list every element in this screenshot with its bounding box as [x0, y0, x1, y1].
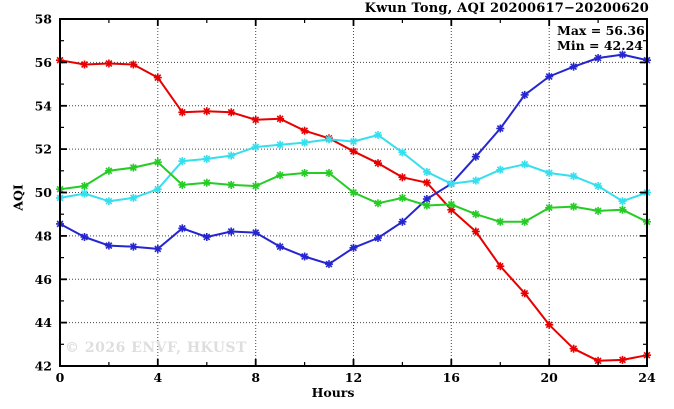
max-min-annotation: Max = 56.36 Min = 42.24	[557, 23, 645, 53]
svg-text:52: 52	[35, 142, 52, 157]
watermark: © 2026 ENVF, HKUST	[65, 340, 247, 356]
x-axis-title: Hours	[311, 385, 355, 400]
svg-text:48: 48	[35, 228, 53, 243]
svg-text:8: 8	[251, 370, 260, 385]
svg-text:24: 24	[638, 370, 656, 385]
svg-text:50: 50	[35, 185, 53, 200]
svg-text:16: 16	[443, 370, 461, 385]
svg-text:56: 56	[35, 55, 53, 70]
svg-text:58: 58	[35, 12, 53, 27]
min-value-label: Min = 42.24	[557, 38, 643, 53]
svg-text:0: 0	[56, 370, 65, 385]
svg-text:46: 46	[35, 272, 53, 287]
max-value-label: Max = 56.36	[557, 23, 645, 38]
chart-title: Kwun Tong, AQI 20200617−20200620	[364, 1, 649, 16]
svg-text:44: 44	[35, 315, 53, 330]
svg-text:4: 4	[153, 370, 162, 385]
svg-text:12: 12	[345, 370, 362, 385]
svg-text:42: 42	[35, 359, 52, 374]
svg-text:54: 54	[35, 98, 53, 113]
svg-text:20: 20	[540, 370, 558, 385]
y-axis-title: AQI	[10, 184, 26, 211]
